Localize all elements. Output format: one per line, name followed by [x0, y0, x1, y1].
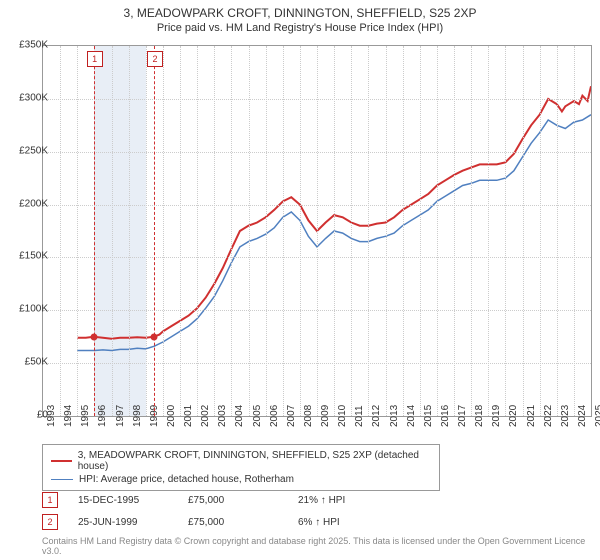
- sale-price-1: £75,000: [188, 495, 278, 506]
- x-tick-label: 2022: [543, 405, 554, 427]
- y-tick-label: £300K: [8, 92, 48, 103]
- legend-item-hpi: HPI: Average price, detached house, Roth…: [51, 473, 431, 486]
- chart-container: 3, MEADOWPARK CROFT, DINNINGTON, SHEFFIE…: [0, 0, 600, 560]
- license-text: Contains HM Land Registry data © Crown c…: [42, 536, 600, 556]
- gridline-v: [403, 46, 404, 416]
- y-tick-label: £100K: [8, 304, 48, 315]
- x-tick-label: 2005: [252, 405, 263, 427]
- x-tick-label: 1996: [97, 405, 108, 427]
- x-tick-label: 2010: [337, 405, 348, 427]
- chart-title-line2: Price paid vs. HM Land Registry's House …: [0, 22, 600, 34]
- legend-item-price-paid: 3, MEADOWPARK CROFT, DINNINGTON, SHEFFIE…: [51, 449, 431, 473]
- gridline-v: [197, 46, 198, 416]
- x-tick-label: 2014: [406, 405, 417, 427]
- x-tick-label: 2006: [269, 405, 280, 427]
- y-tick-label: £350K: [8, 40, 48, 51]
- gridline-v: [334, 46, 335, 416]
- x-tick-label: 2015: [423, 405, 434, 427]
- x-tick-label: 2001: [183, 405, 194, 427]
- x-tick-label: 2004: [234, 405, 245, 427]
- gridline-v: [77, 46, 78, 416]
- gridline-v: [368, 46, 369, 416]
- gridline-v: [471, 46, 472, 416]
- marker-line: [154, 46, 155, 416]
- marker-dot-1: [90, 333, 97, 340]
- y-tick-label: £150K: [8, 251, 48, 262]
- legend-label-hpi: HPI: Average price, detached house, Roth…: [79, 474, 294, 485]
- legend-swatch-hpi: [51, 479, 73, 480]
- x-tick-label: 2016: [440, 405, 451, 427]
- marker-line: [94, 46, 95, 416]
- gridline-v: [266, 46, 267, 416]
- y-tick-label: £50K: [8, 357, 48, 368]
- gridline-v: [523, 46, 524, 416]
- x-tick-label: 2018: [474, 405, 485, 427]
- gridline-v: [60, 46, 61, 416]
- gridline-v: [386, 46, 387, 416]
- legend-label-price-paid: 3, MEADOWPARK CROFT, DINNINGTON, SHEFFIE…: [78, 450, 431, 472]
- y-tick-label: £250K: [8, 145, 48, 156]
- gridline-v: [574, 46, 575, 416]
- y-tick-label: £0: [8, 410, 48, 421]
- x-tick-label: 2020: [508, 405, 519, 427]
- x-tick-label: 2023: [560, 405, 571, 427]
- x-tick-label: 2002: [200, 405, 211, 427]
- x-tick-label: 2011: [354, 405, 365, 427]
- legend: 3, MEADOWPARK CROFT, DINNINGTON, SHEFFIE…: [42, 444, 440, 491]
- x-tick-label: 2024: [577, 405, 588, 427]
- sale-delta-2: 6% ↑ HPI: [298, 517, 388, 528]
- gridline-v: [283, 46, 284, 416]
- x-tick-label: 2017: [457, 405, 468, 427]
- x-tick-label: 1997: [115, 405, 126, 427]
- gridline-v: [488, 46, 489, 416]
- y-tick-label: £200K: [8, 198, 48, 209]
- gridline-v: [505, 46, 506, 416]
- x-tick-label: 2021: [526, 405, 537, 427]
- x-tick-label: 2013: [389, 405, 400, 427]
- gridline-v: [557, 46, 558, 416]
- legend-swatch-price-paid: [51, 460, 72, 462]
- gridline-v: [112, 46, 113, 416]
- gridline-v: [317, 46, 318, 416]
- x-tick-label: 1994: [63, 405, 74, 427]
- x-tick-label: 2009: [320, 405, 331, 427]
- gridline-v: [163, 46, 164, 416]
- gridline-v: [214, 46, 215, 416]
- gridline-v: [180, 46, 181, 416]
- marker-box-1: 1: [87, 51, 103, 67]
- gridline-v: [300, 46, 301, 416]
- gridline-v: [129, 46, 130, 416]
- x-tick-label: 2008: [303, 405, 314, 427]
- marker-dot-2: [150, 333, 157, 340]
- gridline-v: [540, 46, 541, 416]
- x-tick-label: 2003: [217, 405, 228, 427]
- chart-title-line1: 3, MEADOWPARK CROFT, DINNINGTON, SHEFFIE…: [0, 0, 600, 22]
- gridline-v: [454, 46, 455, 416]
- gridline-v: [351, 46, 352, 416]
- gridline-v: [249, 46, 250, 416]
- x-tick-label: 2012: [371, 405, 382, 427]
- sale-date-2: 25-JUN-1999: [78, 517, 168, 528]
- x-tick-label: 2007: [286, 405, 297, 427]
- marker-box-2: 2: [147, 51, 163, 67]
- gridline-v: [437, 46, 438, 416]
- gridline-v: [231, 46, 232, 416]
- x-tick-label: 2000: [166, 405, 177, 427]
- gridline-v: [420, 46, 421, 416]
- sale-row-2: 2 25-JUN-1999 £75,000 6% ↑ HPI: [42, 514, 388, 530]
- sale-marker-1: 1: [42, 492, 58, 508]
- gridline-v: [146, 46, 147, 416]
- sale-date-1: 15-DEC-1995: [78, 495, 168, 506]
- x-tick-label: 1998: [132, 405, 143, 427]
- sale-price-2: £75,000: [188, 517, 278, 528]
- sale-row-1: 1 15-DEC-1995 £75,000 21% ↑ HPI: [42, 492, 388, 508]
- sale-marker-2: 2: [42, 514, 58, 530]
- plot-area: 1993199419951996199719981999200020012002…: [42, 45, 592, 417]
- x-tick-label: 2025: [594, 405, 600, 427]
- x-tick-label: 2019: [491, 405, 502, 427]
- x-tick-label: 1995: [80, 405, 91, 427]
- sale-delta-1: 21% ↑ HPI: [298, 495, 388, 506]
